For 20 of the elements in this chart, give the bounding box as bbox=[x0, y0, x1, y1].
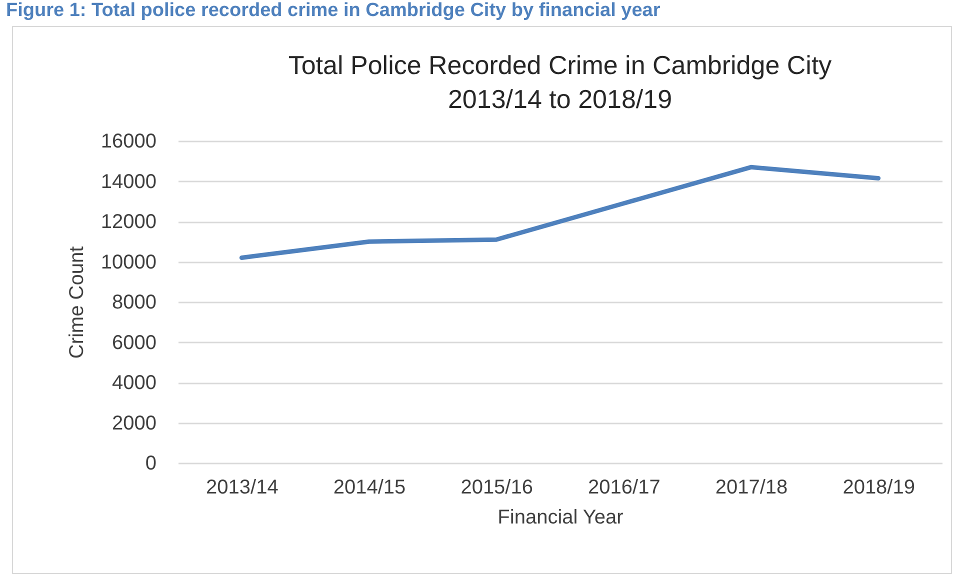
y-tick-label: 2000 bbox=[112, 412, 156, 434]
chart-title: Total Police Recorded Crime in Cambridge City 2013/14 to 2018/19 bbox=[288, 50, 832, 114]
x-tick-label: 2015/16 bbox=[460, 476, 533, 498]
x-tick-label: 2017/18 bbox=[715, 476, 788, 498]
y-tick-label: 16000 bbox=[100, 130, 156, 152]
line-series bbox=[239, 164, 881, 260]
y-axis-title: Crime Count bbox=[66, 246, 88, 359]
y-tick-label: 8000 bbox=[112, 292, 156, 314]
y-tick-label: 10000 bbox=[100, 251, 156, 274]
x-axis-title: Financial Year bbox=[498, 506, 624, 528]
y-tick-label: 6000 bbox=[112, 332, 156, 354]
y-tick-label: 12000 bbox=[100, 211, 156, 233]
caption: Figure 1: Total police recorded crime in Cambridge City by financial year bbox=[6, 0, 660, 22]
y-tick-label: 4000 bbox=[112, 372, 156, 394]
x-tick-label: 2013/14 bbox=[206, 476, 278, 498]
y-tick-label: 0 bbox=[145, 452, 156, 474]
x-tick-label: 2016/17 bbox=[588, 476, 660, 498]
x-tick-label: 2014/15 bbox=[333, 476, 406, 498]
y-tick-label: 14000 bbox=[100, 170, 156, 193]
x-tick-label: 2018/19 bbox=[842, 476, 915, 498]
